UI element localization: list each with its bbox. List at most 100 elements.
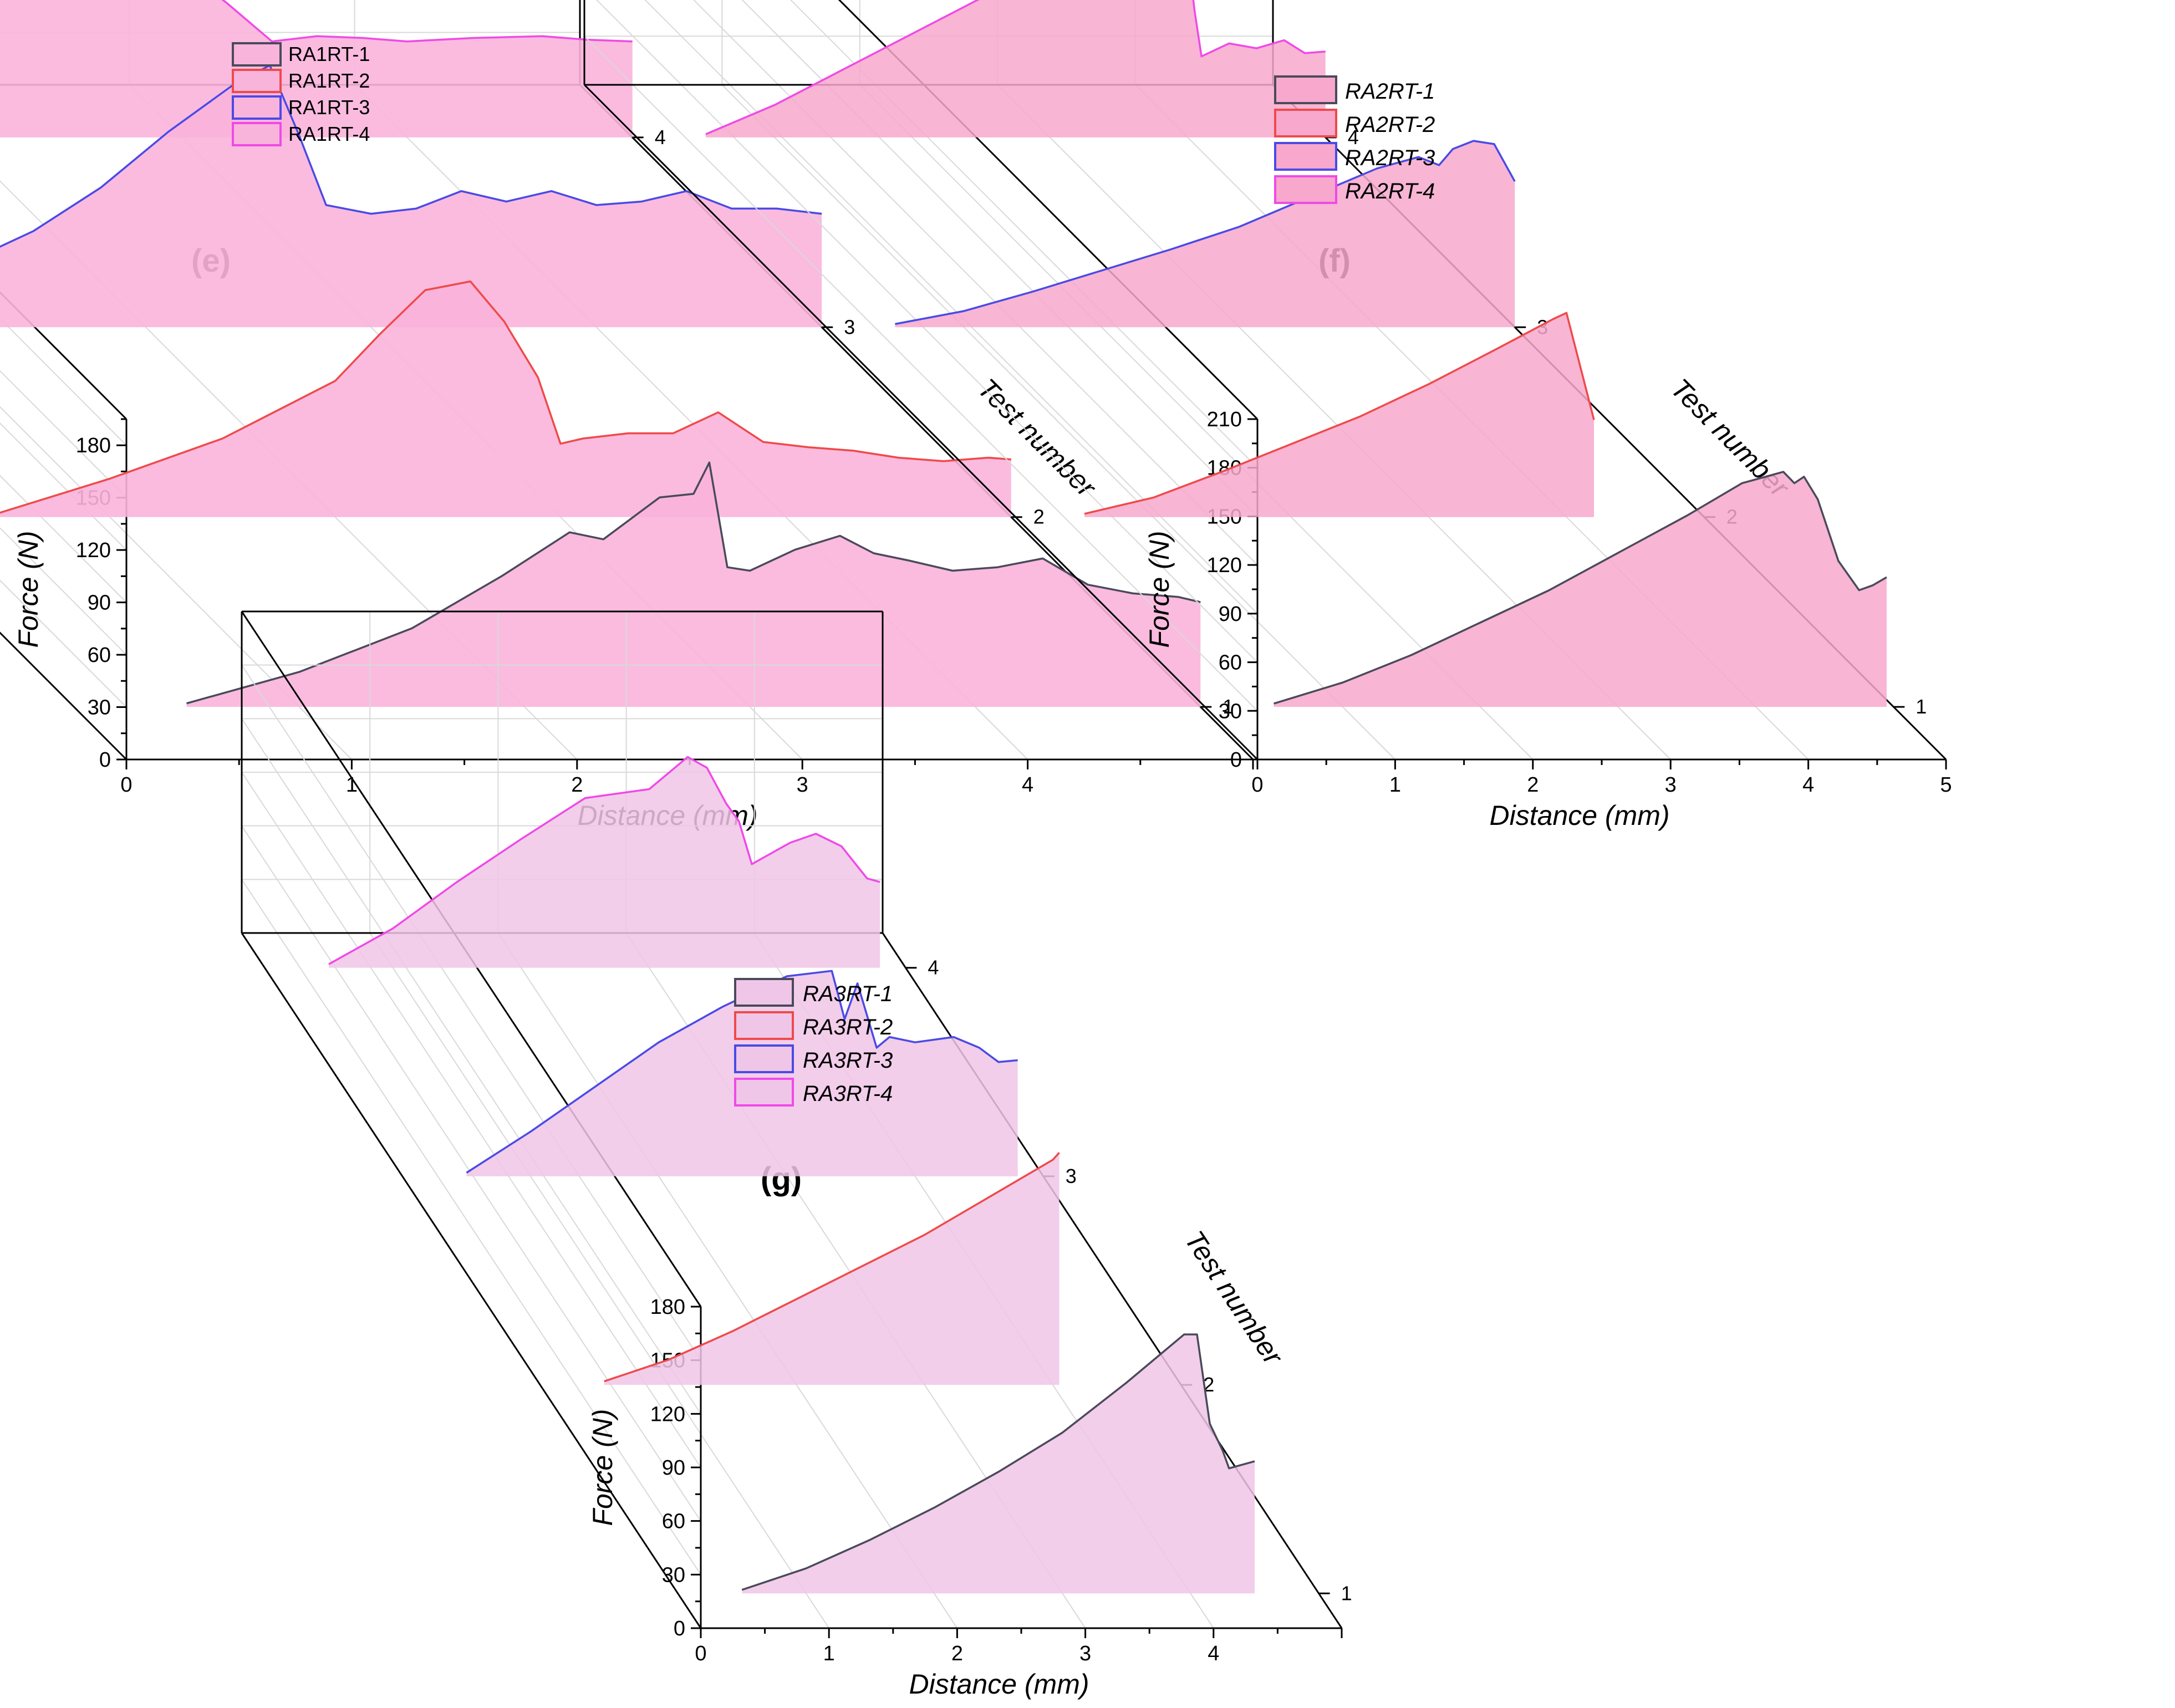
x-tick-label: 3 [1665,773,1677,797]
series-area [0,0,633,137]
grid-wall-y [0,370,127,498]
x-tick-label: 1 [1389,773,1401,797]
series-area [329,757,880,968]
x-tick-label: 2 [1527,773,1539,797]
y-axis-title: Force (N) [1144,531,1175,647]
y-tick-label: 30 [88,696,111,720]
y-tick-label: 0 [674,1617,685,1640]
series-area [1084,313,1594,517]
y-tick-label: 120 [650,1403,685,1426]
grid-wall-y [741,0,1258,517]
series-RA3RT-4 [328,756,880,968]
series-RA2RT-4 [705,0,1326,137]
legend-label: RA1RT-1 [288,43,370,65]
legend-swatch [734,978,794,1007]
z-tick-label: 1 [1223,695,1234,718]
legend-label: RA1RT-4 [288,123,370,145]
series-RA2RT-2 [1084,312,1595,517]
series-line [0,64,822,248]
legend-swatch [734,1078,794,1107]
y-axis-title: Force (N) [587,1409,618,1526]
legend-swatch [1274,109,1337,137]
legend-label: RA2RT-1 [1345,79,1435,104]
y-tick-label: 0 [1230,748,1242,772]
y-tick-label: 180 [650,1296,685,1319]
series-line [328,756,880,965]
legend-label: RA2RT-2 [1345,113,1435,137]
series-RA2RT-3 [895,140,1516,328]
series-line [0,280,1011,514]
legend-label: RA2RT-4 [1345,179,1435,203]
legend-swatch [232,42,282,67]
legend-swatch [734,1044,794,1073]
legend-label: RA3RT-3 [803,1048,893,1073]
series-RA1RT-4 [0,0,633,137]
y-tick-label: 30 [1219,700,1242,723]
x-tick-label: 4 [1208,1642,1219,1665]
z-tick-label: 2 [1033,506,1045,528]
z-tick-label: 3 [844,315,855,338]
legend: RA2RT-1 RA2RT-2 RA2RT-3 RA2RT-4 [1274,75,1435,204]
chart-panel-1: 0123403060901201501801234Distance (mm)Fo… [0,0,1254,831]
grid-wall-y [0,579,127,708]
series-RA1RT-3 [0,64,822,328]
grid-wall-y [0,527,127,655]
series-line [604,1152,1060,1383]
series-RA1RT-2 [0,280,1011,517]
legend-label: RA1RT-3 [288,96,370,119]
x-tick-label: 0 [695,1642,706,1665]
z-tick-label: 1 [1916,695,1927,718]
x-tick-label: 1 [823,1642,835,1665]
y-tick-label: 210 [1207,408,1242,431]
series-area [466,971,1018,1176]
series-area [705,0,1326,137]
grid-wall-y [241,718,701,1414]
legend-swatch [734,1011,794,1040]
series-line [705,0,1326,135]
x-tick-label: 5 [1940,773,1952,797]
z-tick-label: 3 [1066,1165,1077,1187]
series-area [0,65,822,328]
legend-label: RA3RT-1 [803,982,893,1006]
series-area [604,1153,1060,1385]
y-tick-label: 0 [99,748,111,772]
y-tick-label: 30 [662,1563,685,1587]
grid-wall-y [241,665,701,1361]
x-tick-label: 2 [571,773,583,797]
series-line [1273,471,1887,705]
series-RA3RT-2 [604,1152,1060,1385]
y-tick-label: 120 [76,539,111,562]
floor-edge [0,631,128,761]
legend-label: RA1RT-2 [288,69,370,92]
legend-swatch [232,122,282,146]
y-tick-label: 60 [662,1510,685,1533]
legend-swatch [1274,142,1337,171]
z-tick-label: 4 [655,126,666,149]
x-tick-label: 4 [1802,773,1814,797]
x-tick-label: 0 [1251,773,1263,797]
z-tick-label: 4 [928,956,939,979]
grid-floor-x [0,406,353,760]
grid-wall-y [584,35,1258,711]
y-tick-label: 90 [1219,603,1242,626]
grid-floor-x [369,932,830,1629]
grid-wall-y [0,318,127,446]
grid-wall-y [0,475,127,603]
x-tick-label: 3 [797,773,808,797]
series-line [186,461,1201,705]
legend-label: RA3RT-4 [803,1082,893,1106]
grid-floor-x [859,84,1534,760]
series-line [741,1333,1255,1591]
floor-edge [241,932,702,1629]
series-RA3RT-1 [741,1333,1255,1594]
legend-swatch [232,95,282,120]
series-RA1RT-1 [186,461,1201,707]
grid-floor-x [497,932,958,1629]
grid-wall-y [692,0,1258,565]
series-line [1084,312,1595,515]
z-tick-label: 4 [1348,126,1359,149]
series-RA2RT-1 [1273,471,1887,707]
legend-swatch [232,69,282,93]
legend-label: RA2RT-3 [1345,146,1435,170]
